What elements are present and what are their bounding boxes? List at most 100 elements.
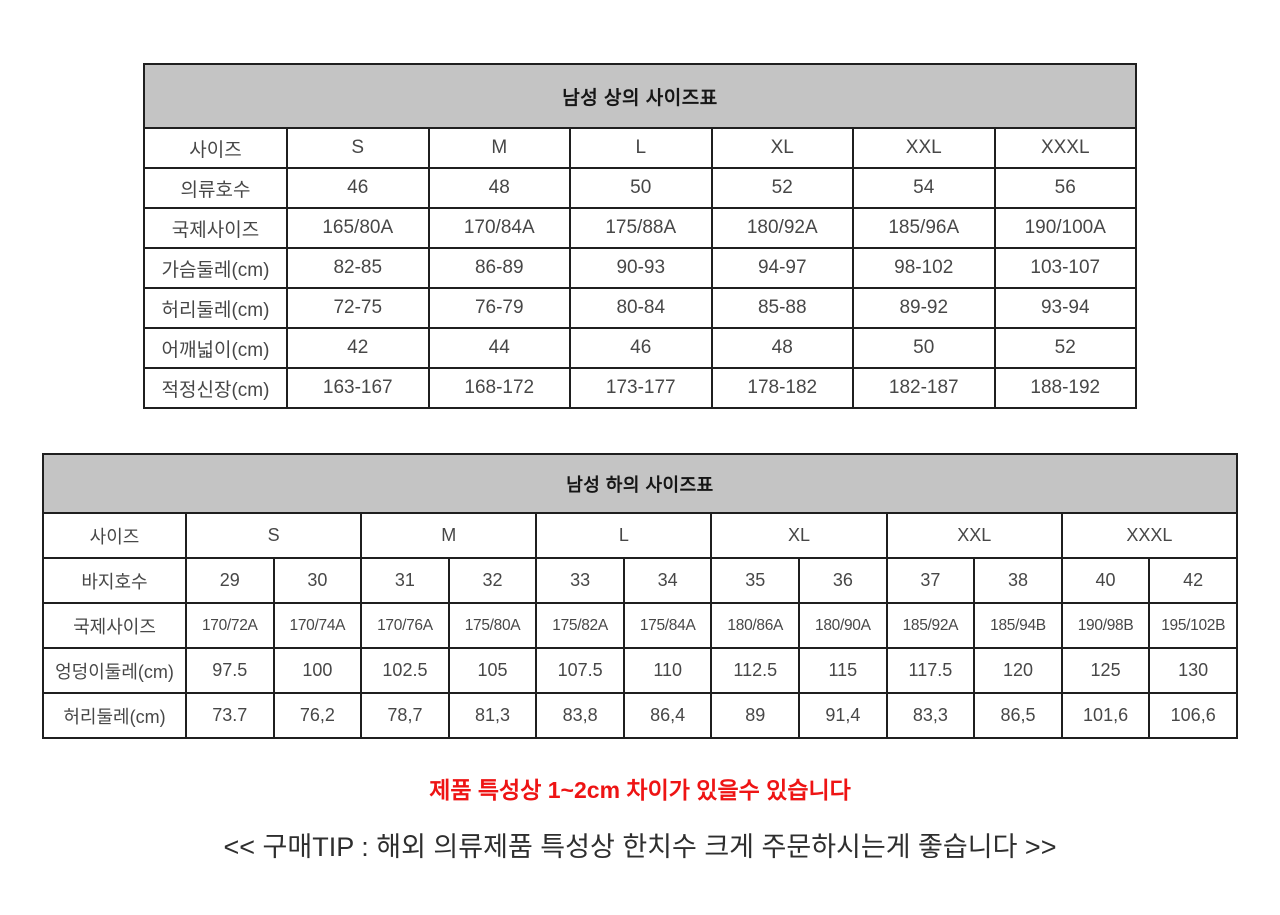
cell-value: 86-89	[427, 247, 571, 289]
cell-value: 89	[710, 692, 801, 739]
cell-value: XL	[710, 512, 888, 559]
cell-value: 46	[569, 327, 713, 369]
cell-value: 180/92A	[710, 207, 854, 249]
cell-value: 52	[710, 167, 854, 209]
cell-value: 106,6	[1148, 692, 1238, 739]
cell-value: 80-84	[569, 287, 713, 329]
row-label: 엉덩이둘레(cm)	[42, 647, 187, 694]
cell-value: 97.5	[185, 647, 275, 694]
cell-value: 195/102B	[1148, 602, 1238, 649]
cell-value: 165/80A	[286, 207, 430, 249]
cell-value: 103-107	[993, 247, 1137, 289]
cell-value: M	[427, 127, 571, 169]
cell-value: 180/90A	[798, 602, 888, 649]
cell-value: 85-88	[710, 287, 854, 329]
cell-value: 42	[1148, 557, 1238, 604]
cell-value: 190/100A	[993, 207, 1137, 249]
cell-value: XXXL	[1060, 512, 1239, 559]
table-row: 가슴둘레(cm) 82-85 86-89 90-93 94-97 98-102 103-10…	[143, 247, 1137, 289]
cell-value: 89-92	[852, 287, 996, 329]
cell-value: 170/84A	[427, 207, 571, 249]
cell-value: 112.5	[710, 647, 801, 694]
cell-value: 54	[852, 167, 996, 209]
mens-top-size-table: 남성 상의 사이즈표 사이즈 S M L XL XXL XXXL 의류호수 46 48 50 52 54…	[143, 63, 1137, 409]
cell-value: 170/76A	[360, 602, 450, 649]
row-label: 바지호수	[42, 557, 187, 604]
cell-value: 50	[852, 327, 996, 369]
cell-value: 91,4	[798, 692, 888, 739]
cell-value: 48	[710, 327, 854, 369]
cell-value: 185/94B	[973, 602, 1063, 649]
table-row: 엉덩이둘레(cm) 97.5 100 102.5 105 107.5 110 112.5 115…	[42, 647, 1238, 694]
cell-value: L	[569, 127, 713, 169]
row-label: 가슴둘레(cm)	[143, 247, 288, 289]
cell-value: 48	[427, 167, 571, 209]
table-row: 적정신장(cm) 163-167 168-172 173-177 178-182 182-…	[143, 367, 1137, 409]
cell-value: 50	[569, 167, 713, 209]
row-label: 허리둘레(cm)	[42, 692, 187, 739]
cell-value: S	[286, 127, 430, 169]
cell-value: 73.7	[185, 692, 275, 739]
cell-value: 36	[798, 557, 888, 604]
row-label: 사이즈	[143, 127, 288, 169]
cell-value: 40	[1060, 557, 1151, 604]
table-row: 바지호수 29 30 31 32 33 34 35 36 37 38 40 42	[42, 557, 1238, 604]
cell-value: 180/86A	[710, 602, 801, 649]
cell-value: 102.5	[360, 647, 450, 694]
row-label: 어깨넓이(cm)	[143, 327, 288, 369]
cell-value: 163-167	[286, 367, 430, 409]
cell-value: 130	[1148, 647, 1238, 694]
cell-value: 182-187	[852, 367, 996, 409]
cell-value: 188-192	[993, 367, 1137, 409]
table-row: 의류호수 46 48 50 52 54 56	[143, 167, 1137, 209]
table-title: 남성 하의 사이즈표	[42, 453, 1238, 514]
cell-value: 178-182	[710, 367, 854, 409]
cell-value: XXL	[885, 512, 1063, 559]
table-row: 어깨넓이(cm) 42 44 46 48 50 52	[143, 327, 1137, 369]
cell-value: L	[535, 512, 713, 559]
table-title: 남성 상의 사이즈표	[143, 63, 1137, 129]
cell-value: 90-93	[569, 247, 713, 289]
cell-value: 101,6	[1060, 692, 1151, 739]
cell-value: XL	[710, 127, 854, 169]
table-row: 허리둘레(cm) 73.7 76,2 78,7 81,3 83,8 86,4 89 91,4 83…	[42, 692, 1238, 739]
cell-value: 83,8	[535, 692, 625, 739]
row-label: 적정신장(cm)	[143, 367, 288, 409]
cell-value: 76-79	[427, 287, 571, 329]
cell-value: 190/98B	[1060, 602, 1151, 649]
cell-value: 175/88A	[569, 207, 713, 249]
cell-value: 110	[622, 647, 713, 694]
cell-value: 86,5	[973, 692, 1063, 739]
cell-value: 86,4	[622, 692, 713, 739]
size-tolerance-warning: 제품 특성상 1~2cm 차이가 있을수 있습니다	[429, 777, 851, 803]
cell-value: 170/74A	[272, 602, 363, 649]
cell-value: 117.5	[885, 647, 976, 694]
cell-value: 125	[1060, 647, 1151, 694]
cell-value: 93-94	[993, 287, 1137, 329]
cell-value: 33	[535, 557, 625, 604]
cell-value: 29	[185, 557, 275, 604]
cell-value: XXXL	[993, 127, 1137, 169]
cell-value: 175/84A	[622, 602, 713, 649]
row-label: 국제사이즈	[143, 207, 288, 249]
purchase-tip: << 구매TIP : 해외 의류제품 특성상 한치수 크게 주문하시는게 좋습니…	[223, 832, 1057, 862]
cell-value: 100	[272, 647, 363, 694]
cell-value: 56	[993, 167, 1137, 209]
cell-value: 52	[993, 327, 1137, 369]
cell-value: 44	[427, 327, 571, 369]
cell-value: 78,7	[360, 692, 450, 739]
cell-value: 173-177	[569, 367, 713, 409]
table-row: 사이즈 S M L XL XXL XXXL	[143, 127, 1137, 169]
table-row: 허리둘레(cm) 72-75 76-79 80-84 85-88 89-92 93-94	[143, 287, 1137, 329]
cell-value: S	[184, 512, 363, 559]
cell-value: 185/92A	[885, 602, 976, 649]
table-row: 국제사이즈 165/80A 170/84A 175/88A 180/92A 185/96A…	[143, 207, 1137, 249]
cell-value: 94-97	[710, 247, 854, 289]
cell-value: 72-75	[286, 287, 430, 329]
table-title-row: 남성 상의 사이즈표	[143, 63, 1137, 129]
cell-value: 82-85	[286, 247, 430, 289]
cell-value: 120	[973, 647, 1063, 694]
cell-value: 170/72A	[185, 602, 275, 649]
cell-value: 98-102	[852, 247, 996, 289]
row-label: 의류호수	[143, 167, 288, 209]
